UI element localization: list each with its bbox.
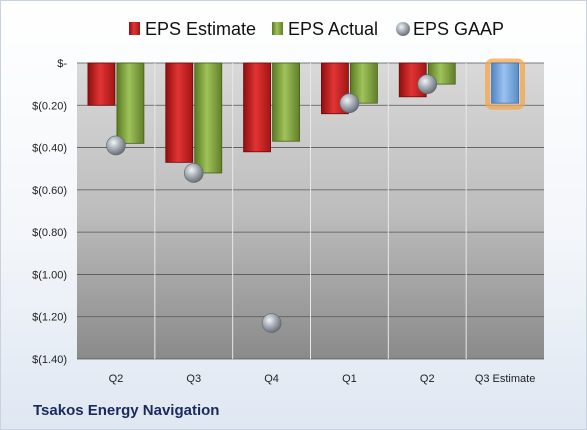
y-tick-label: $(1.20) [32, 312, 67, 324]
eps-estimate-bar [321, 62, 349, 115]
x-tick-label: Q2 [109, 373, 124, 385]
eps-estimate-bar [87, 62, 116, 106]
estimate-glow [485, 58, 526, 110]
eps-gaap-marker [183, 163, 204, 183]
eps-actual-bar [194, 62, 223, 174]
gaap-markers [106, 74, 438, 333]
eps-estimate-bar [165, 62, 194, 163]
x-tick-label: Q3 Estimate [475, 373, 536, 385]
legend-label: EPS Estimate [145, 19, 256, 39]
y-tick-label: $(0.60) [32, 185, 67, 197]
x-tick-label: Q3 [186, 373, 201, 385]
y-tick-label: $- [57, 58, 67, 70]
x-tick-label: Q4 [264, 373, 279, 385]
eps-actual-bar [116, 62, 145, 144]
eps-gaap-marker [339, 93, 360, 113]
legend-label: EPS Actual [288, 19, 378, 39]
y-tick-label: $(0.80) [32, 227, 67, 239]
y-tick-label: $(0.20) [32, 100, 67, 112]
bars [87, 58, 526, 174]
legend-label: EPS GAAP [413, 19, 504, 39]
category-dividers [154, 63, 467, 359]
eps-actual-bar [272, 62, 300, 142]
y-tick-label: $(1.00) [32, 269, 67, 281]
eps-gaap-marker [106, 135, 126, 156]
x-tick-label: Q2 [420, 373, 435, 385]
eps-estimate-bar [243, 62, 271, 153]
y-axis-ticks: $- $(0.20) $(0.40) $(0.60) $(0.80) $(1.00) $(1… [32, 58, 67, 366]
legend-estimate-swatch [129, 22, 140, 35]
eps-gaap-marker [417, 74, 438, 94]
x-tick-label: Q1 [342, 373, 357, 385]
eps-next-estimate-bar [491, 62, 519, 104]
y-tick-label: $(0.40) [32, 143, 67, 155]
legend: EPS Estimate EPS Actual EPS GAAP [129, 19, 504, 39]
eps-gaap-marker [261, 313, 282, 333]
company-name: Tsakos Energy Navigation [33, 402, 220, 419]
legend-gaap-swatch [396, 22, 410, 36]
legend-actual-swatch [272, 22, 283, 35]
x-axis-ticks: Q2 Q3 Q4 Q1 Q2 Q3 Estimate [109, 373, 536, 385]
y-tick-label: $(1.40) [32, 354, 67, 366]
